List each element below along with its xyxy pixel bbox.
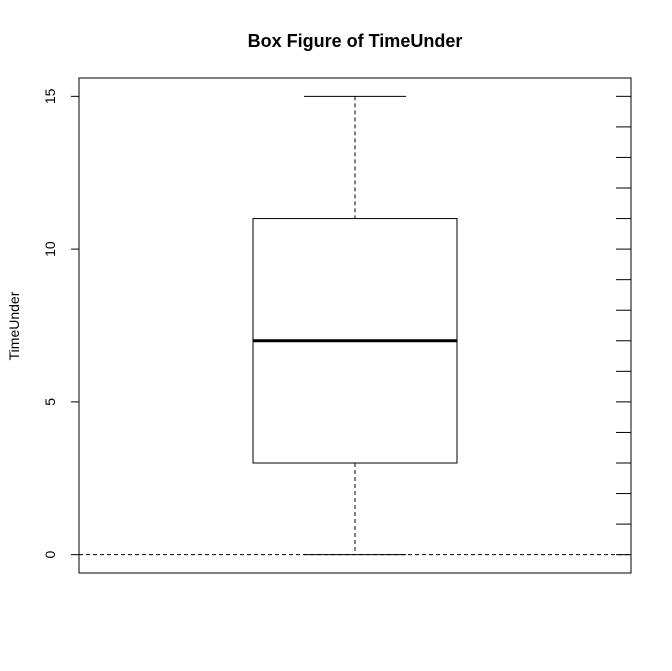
y-tick-label: 10 — [42, 241, 58, 257]
right-tick-marks — [616, 95, 631, 556]
y-tick-label: 5 — [42, 398, 58, 406]
y-tick-label: 0 — [42, 551, 58, 559]
y-tick-label: 15 — [42, 88, 58, 104]
boxplot — [79, 95, 631, 556]
y-axis: 0 5 10 15 — [42, 88, 80, 559]
chart-title: Box Figure of TimeUnder — [248, 31, 463, 51]
y-axis-label: TimeUnder — [6, 291, 22, 360]
